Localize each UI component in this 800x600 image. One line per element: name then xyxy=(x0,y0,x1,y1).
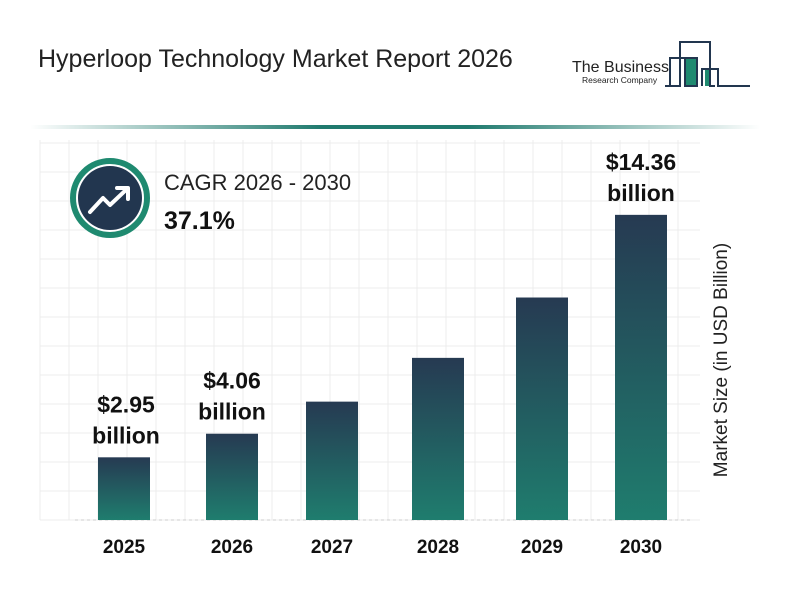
x-tick-label: 2026 xyxy=(211,537,253,558)
y-axis-label: Market Size (in USD Billion) xyxy=(711,242,732,478)
bar-2025 xyxy=(98,457,150,520)
company-logo: The Business Research Company xyxy=(570,34,755,99)
bar-2029 xyxy=(516,297,568,520)
data-label: $14.36 xyxy=(606,149,676,175)
x-tick-label: 2029 xyxy=(521,537,563,558)
x-tick-label: 2027 xyxy=(311,537,353,558)
x-tick-label: 2030 xyxy=(620,537,662,558)
page-title: Hyperloop Technology Market Report 2026 xyxy=(38,45,513,73)
x-tick-label: 2028 xyxy=(417,537,459,558)
data-label-unit: billion xyxy=(198,399,266,425)
bar-2028 xyxy=(412,357,464,520)
data-label-unit: billion xyxy=(607,180,675,206)
trending-up-icon xyxy=(88,187,129,214)
data-label: $2.95 xyxy=(97,391,155,417)
bar-2027 xyxy=(306,401,358,520)
cagr-badge xyxy=(70,158,150,238)
svg-text:The Business: The Business xyxy=(572,59,669,76)
data-label-unit: billion xyxy=(92,422,160,448)
bar-2030 xyxy=(615,214,667,520)
svg-text:Research Company: Research Company xyxy=(582,75,658,85)
cagr-label: CAGR 2026 - 2030 xyxy=(164,170,352,195)
data-label: $4.06 xyxy=(203,368,261,394)
bar-2026 xyxy=(206,433,258,520)
header-divider xyxy=(30,125,760,129)
x-tick-label: 2025 xyxy=(103,537,146,558)
cagr-value: 37.1% xyxy=(164,207,235,235)
